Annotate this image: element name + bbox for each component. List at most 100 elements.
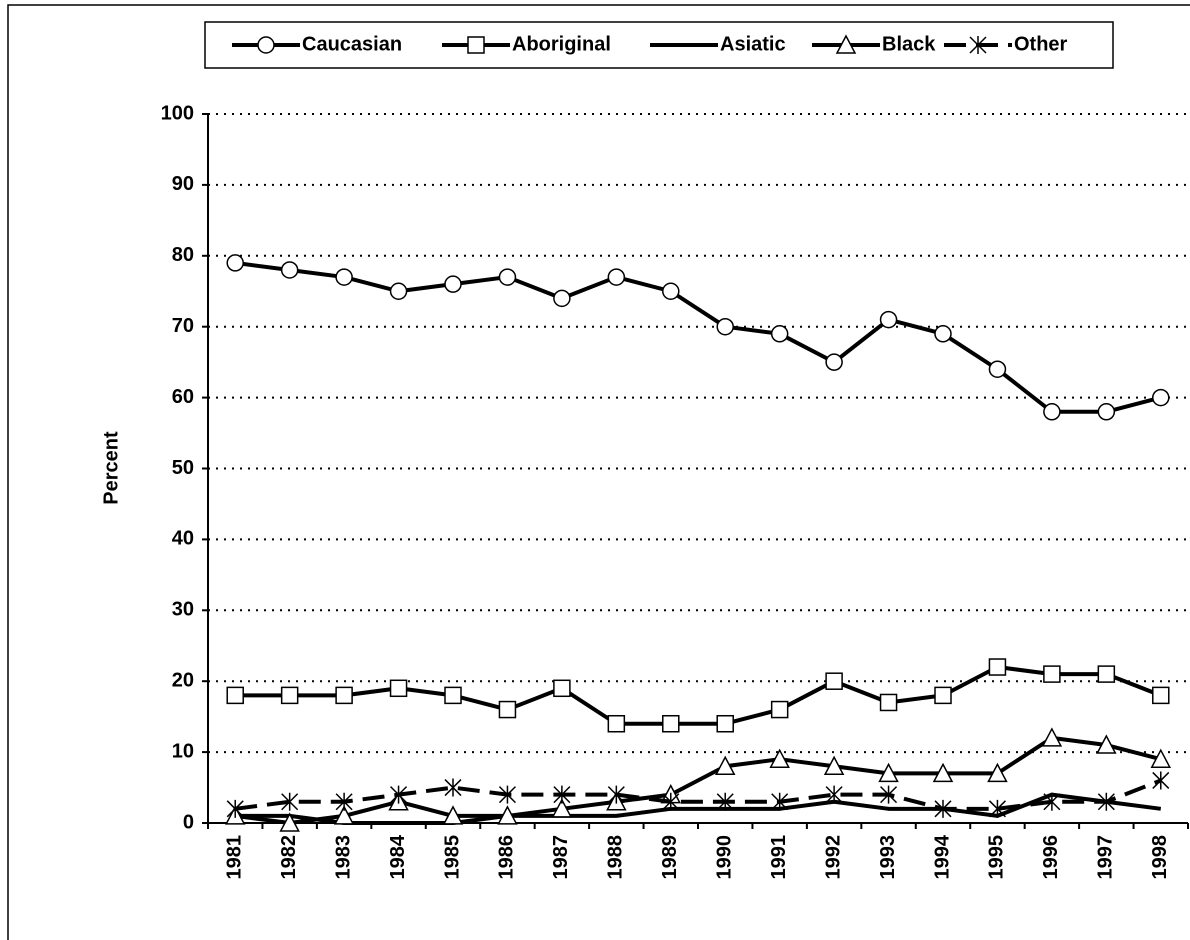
point <box>770 700 789 719</box>
x-tick-label: 1986 <box>496 835 518 880</box>
point <box>934 325 952 343</box>
x-tick-label: 1996 <box>1040 835 1062 880</box>
x-tick-label: 1990 <box>714 835 736 880</box>
point <box>1097 792 1115 811</box>
x-tick-label: 1991 <box>768 835 790 880</box>
x-tick-label: 1995 <box>986 835 1008 880</box>
point <box>823 755 845 776</box>
point <box>281 792 299 811</box>
y-axis-label: Percent <box>100 431 122 505</box>
point <box>825 785 843 804</box>
point <box>1150 748 1172 768</box>
point <box>1041 727 1063 747</box>
point <box>835 34 857 54</box>
y-tick-label: 10 <box>172 740 194 762</box>
point <box>226 686 244 705</box>
point <box>335 268 353 286</box>
point <box>607 714 626 733</box>
point <box>498 700 517 719</box>
point <box>1043 403 1061 421</box>
point <box>335 686 353 705</box>
x-tick-label: 1997 <box>1095 835 1117 880</box>
point <box>444 686 462 705</box>
point <box>879 310 898 329</box>
x-tick-label: 1992 <box>822 835 844 880</box>
y-tick-label: 70 <box>172 315 194 337</box>
point <box>716 792 734 811</box>
series-line <box>234 735 1162 825</box>
chart-frame <box>7 4 1190 940</box>
series-line <box>234 778 1162 811</box>
legend-label: Other <box>1014 33 1068 55</box>
point <box>444 275 462 293</box>
point <box>988 658 1007 676</box>
point <box>280 261 299 279</box>
point <box>280 686 299 705</box>
point <box>335 792 353 811</box>
point <box>714 755 736 776</box>
x-tick-label: 1989 <box>659 835 681 880</box>
point <box>987 762 1008 783</box>
point <box>770 325 789 343</box>
legend-label: Asiatic <box>720 33 786 55</box>
series-line <box>234 260 1162 414</box>
legend-label: Caucasian <box>302 33 402 55</box>
point <box>934 686 952 705</box>
point <box>769 748 790 768</box>
y-tick-label: 100 <box>161 102 194 124</box>
point <box>497 805 518 825</box>
series-line <box>235 792 1162 825</box>
point <box>333 805 355 825</box>
point <box>551 798 573 818</box>
y-tick-label: 50 <box>172 457 194 479</box>
point <box>716 714 734 733</box>
legend-label: Aboriginal <box>512 33 611 55</box>
point <box>1096 734 1117 754</box>
point <box>879 693 898 712</box>
point <box>390 785 408 804</box>
y-tick-label: 80 <box>172 244 194 266</box>
point <box>389 679 408 698</box>
point <box>825 672 843 690</box>
y-tick-label: 90 <box>172 173 194 195</box>
x-tick-label: 1993 <box>877 835 899 880</box>
point <box>934 799 952 818</box>
point <box>878 762 899 783</box>
point <box>988 360 1007 378</box>
point <box>988 799 1006 818</box>
point <box>1043 792 1061 811</box>
point <box>257 36 275 54</box>
point <box>969 36 987 54</box>
point <box>226 799 244 818</box>
point <box>1152 686 1170 705</box>
point <box>662 792 680 811</box>
y-tick-label: 60 <box>172 386 194 408</box>
x-tick-label: 1982 <box>278 835 300 880</box>
x-tick-label: 1984 <box>387 834 409 879</box>
point <box>607 785 625 804</box>
point <box>226 254 244 272</box>
point <box>1043 665 1061 683</box>
point <box>716 317 734 336</box>
x-tick-label: 1988 <box>605 835 627 880</box>
x-tick-label: 1983 <box>332 835 354 880</box>
point <box>467 36 485 54</box>
point <box>498 785 516 804</box>
point <box>662 282 680 300</box>
x-tick-label: 1994 <box>931 834 953 879</box>
legend-label: Black <box>882 33 936 55</box>
x-tick-label: 1985 <box>441 835 463 880</box>
point <box>444 778 462 797</box>
point <box>607 268 626 286</box>
point <box>880 785 898 804</box>
point <box>825 353 843 371</box>
x-tick-label: 1981 <box>224 835 246 880</box>
point <box>662 714 680 733</box>
point <box>279 812 300 832</box>
point <box>553 289 571 308</box>
y-tick-label: 20 <box>172 669 194 691</box>
point <box>498 268 517 286</box>
x-tick-label: 1987 <box>550 835 572 880</box>
y-tick-label: 0 <box>183 811 194 833</box>
